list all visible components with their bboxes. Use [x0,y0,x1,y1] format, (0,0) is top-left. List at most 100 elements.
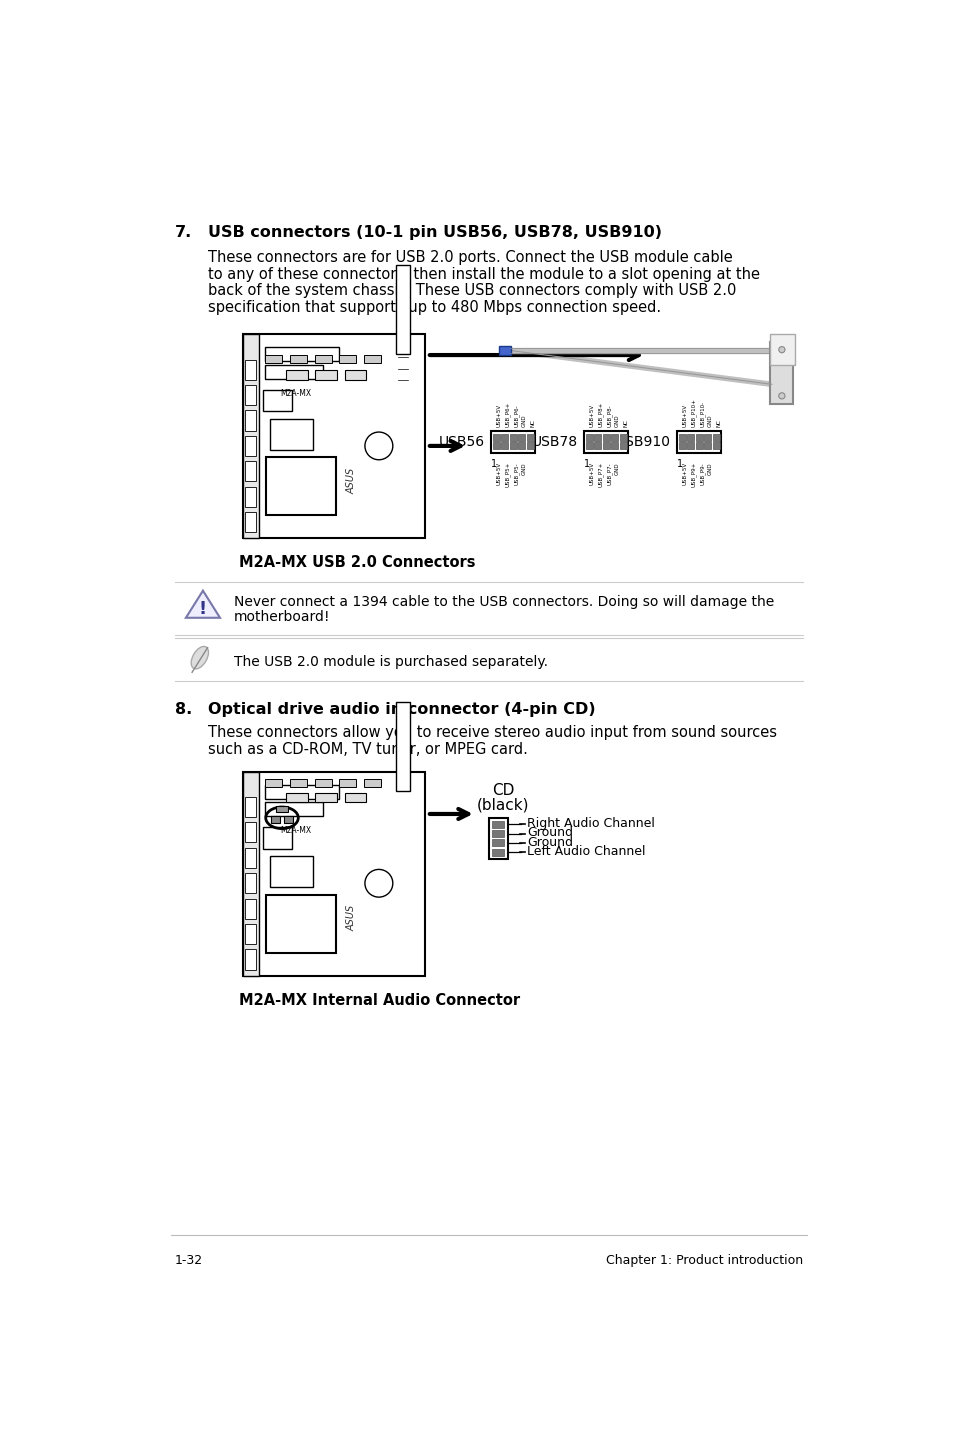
Bar [395,265,410,354]
Text: CD: CD [491,784,514,798]
Bar [266,457,335,515]
Bar [488,818,507,858]
Bar [583,431,628,453]
Bar [245,873,255,893]
Text: 1: 1 [583,459,590,469]
Text: USB+5V: USB+5V [589,404,594,427]
Bar [314,779,332,787]
Bar [266,894,335,952]
Text: USB78: USB78 [532,436,578,449]
Text: back of the system chassis. These USB connectors comply with USB 2.0: back of the system chassis. These USB co… [208,283,736,299]
Bar [493,434,499,440]
Text: GND: GND [615,462,619,475]
Bar [265,365,323,380]
Text: M2A-MX: M2A-MX [280,388,312,398]
Bar [245,410,255,430]
Text: These connectors are for USB 2.0 ports. Connect the USB module cable: These connectors are for USB 2.0 ports. … [208,250,732,265]
Bar [339,779,356,787]
Bar [245,385,255,406]
Text: Chapter 1: Product introduction: Chapter 1: Product introduction [605,1254,802,1267]
Bar [265,348,338,361]
Bar [286,370,307,381]
Text: USB_P9-: USB_P9- [699,462,704,485]
Bar [509,441,517,449]
Text: USB56: USB56 [438,436,484,449]
Bar [769,334,794,365]
Bar [286,794,307,802]
Bar [245,436,255,456]
Text: USB_P7+: USB_P7+ [598,462,603,487]
Bar [594,441,600,449]
Bar [611,434,618,440]
Text: GND: GND [521,414,526,427]
Text: USB_P5+: USB_P5+ [504,462,510,487]
Text: 1: 1 [491,459,497,469]
Text: !: ! [198,600,207,618]
Bar [695,434,702,440]
Bar [492,840,504,847]
Text: USB_P9+: USB_P9+ [690,462,696,487]
Text: USB_P10-: USB_P10- [699,401,704,427]
Bar [243,334,258,538]
Bar [262,827,292,848]
Text: Right Audio Channel: Right Audio Channel [526,817,654,830]
Bar [619,441,626,449]
Bar [314,355,332,362]
Bar [492,821,504,828]
Bar [395,702,410,791]
Bar [275,807,288,812]
Bar [315,370,336,381]
Text: USB_P6+: USB_P6+ [504,403,510,427]
Bar [703,434,711,440]
Bar [585,434,592,440]
Bar [769,342,793,404]
Text: motherboard!: motherboard! [233,610,330,624]
Bar [265,779,282,787]
Bar [262,390,292,411]
Bar [245,925,255,945]
Bar [492,848,504,856]
Text: Left Audio Channel: Left Audio Channel [526,844,645,858]
Text: to any of these connectors, then install the module to a slot opening at the: to any of these connectors, then install… [208,266,760,282]
Bar [245,949,255,969]
Bar [517,434,525,440]
Polygon shape [186,591,220,618]
Bar [339,355,356,362]
Bar [283,815,293,823]
Bar [602,434,609,440]
Bar [245,823,255,843]
Text: USB_P8-: USB_P8- [606,406,612,427]
Text: USB_P8+: USB_P8+ [598,403,603,427]
Text: GND: GND [521,462,526,475]
Text: USB+5V: USB+5V [496,404,500,427]
Text: NC: NC [622,420,628,427]
Bar [344,794,366,802]
Bar [270,856,313,887]
Bar [491,431,535,453]
Bar [245,360,255,380]
Circle shape [365,431,393,460]
Bar [270,418,313,450]
Text: such as a CD-ROM, TV tuner, or MPEG card.: such as a CD-ROM, TV tuner, or MPEG card… [208,742,528,758]
Text: NC: NC [716,420,720,427]
Bar [492,830,504,837]
Bar [245,899,255,919]
Circle shape [778,347,784,352]
Text: M2A-MX: M2A-MX [280,827,312,835]
Bar [712,434,720,440]
Bar [619,434,626,440]
Text: USB+5V: USB+5V [496,462,500,485]
Bar [679,441,685,449]
Text: USB+5V: USB+5V [681,462,686,485]
Text: USB_P10+: USB_P10+ [690,398,696,427]
Bar [500,434,508,440]
Bar [686,441,694,449]
Bar [679,434,685,440]
Bar [517,441,525,449]
Bar [243,772,425,975]
Bar [265,785,338,798]
Text: USB+5V: USB+5V [589,462,594,485]
Bar [315,794,336,802]
Bar [364,355,381,362]
Text: ASUS: ASUS [346,467,356,493]
